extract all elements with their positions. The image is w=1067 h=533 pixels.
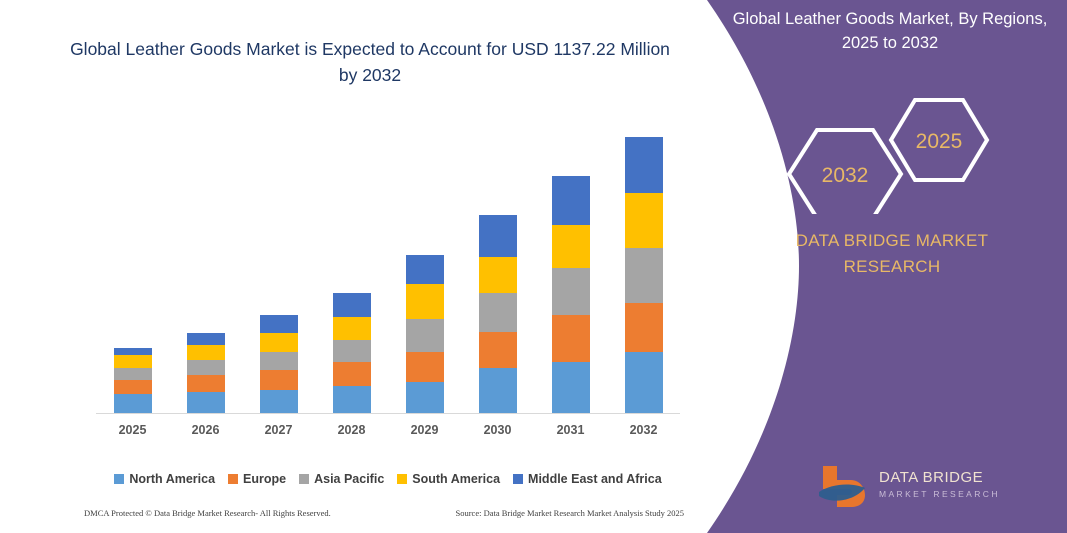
bar-segment [551, 314, 590, 363]
bar-segment [624, 352, 663, 413]
brand-name: DATA BRIDGE MARKET RESEARCH [737, 228, 1047, 279]
bar-segment [332, 293, 371, 318]
logo-subtitle: MARKET RESEARCH [879, 489, 1000, 499]
right-brand-panel: Global Leather Goods Market, By Regions,… [707, 0, 1067, 533]
legend-item[interactable]: North America [114, 472, 215, 486]
panel-background-shape [707, 0, 1067, 533]
bar-segment [113, 348, 152, 356]
bar-segment [405, 351, 444, 382]
bar-segment [478, 215, 517, 258]
legend-item[interactable]: Middle East and Africa [513, 472, 662, 486]
bar-column-2027 [259, 315, 298, 413]
hexagon-2025-shape [888, 98, 990, 182]
panel-title: Global Leather Goods Market, By Regions,… [732, 10, 1048, 52]
chart-legend: North America Europe Asia Pacific South Ame… [96, 472, 680, 486]
logo-title: DATA BRIDGE [879, 469, 983, 486]
x-axis-label-2032: 2032 [629, 423, 658, 437]
bar-segment [113, 380, 152, 395]
bar-segment [624, 193, 663, 249]
x-axis-label-2028: 2028 [337, 423, 366, 437]
x-axis-label-2031: 2031 [556, 423, 585, 437]
bar-segment [186, 345, 225, 361]
bar-segment [478, 257, 517, 294]
bar-segment [113, 394, 152, 413]
x-axis-label-2026: 2026 [191, 423, 220, 437]
legend-item[interactable]: Asia Pacific [299, 472, 384, 486]
bar-segment [259, 315, 298, 334]
legend-label: Middle East and Africa [528, 472, 662, 486]
bar-segment [186, 360, 225, 376]
bar-column-2030 [478, 215, 517, 413]
x-axis-label-2030: 2030 [483, 423, 512, 437]
dbmr-logo: DATA BRIDGE MARKET RESEARCH [817, 462, 1017, 508]
stacked-bar-chart [96, 120, 680, 413]
bar-segment [259, 352, 298, 371]
legend-item[interactable]: Europe [228, 472, 286, 486]
bar-segment [186, 375, 225, 393]
legend-swatch-icon [228, 474, 239, 484]
logo-mark-icon [819, 466, 865, 507]
bar-segment [332, 317, 371, 341]
bar-segment [478, 368, 517, 413]
bar-segment [624, 248, 663, 304]
legend-item[interactable]: South America [397, 472, 500, 486]
legend-swatch-icon [114, 474, 125, 484]
bar-segment [259, 333, 298, 353]
bar-segment [186, 333, 225, 346]
bar-segment [624, 303, 663, 353]
x-axis-label-2025: 2025 [118, 423, 147, 437]
legend-label: Asia Pacific [314, 472, 385, 486]
bar-column-2032 [624, 137, 663, 413]
bar-segment [405, 381, 444, 413]
hexagon-group: 2025 2032 [767, 92, 1017, 220]
bar-segment [478, 293, 517, 333]
bar-segment [332, 340, 371, 363]
bar-segment [551, 175, 590, 225]
x-axis-label-2029: 2029 [410, 423, 439, 437]
bar-segment [551, 362, 590, 413]
legend-swatch-icon [299, 474, 310, 484]
bar-segment [405, 255, 444, 284]
bar-segment [551, 224, 590, 268]
bar-segment [405, 318, 444, 352]
bar-column-2026 [186, 333, 225, 413]
bar-column-2031 [551, 175, 590, 413]
bar-column-2025 [113, 348, 152, 413]
bar-segment [259, 389, 298, 413]
x-axis-line [96, 413, 680, 414]
footer-source: Source: Data Bridge Market Research Mark… [455, 508, 684, 518]
hexagon-2025-label: 2025 [916, 130, 963, 153]
bar-segment [113, 355, 152, 369]
bar-column-2028 [332, 293, 371, 413]
legend-label: North America [129, 472, 216, 486]
legend-label: South America [412, 472, 501, 486]
legend-label: Europe [243, 472, 287, 486]
brand-name-line1: DATA BRIDGE MARKET [795, 231, 989, 250]
bar-segment [113, 368, 152, 381]
bar-segment [405, 283, 444, 319]
bar-segment [478, 332, 517, 369]
x-axis-labels: 2025 2026 2027 2028 2029 2030 2031 2032 [96, 423, 680, 437]
chart-title: Global Leather Goods Market is Expected … [70, 39, 670, 86]
bar-segment [332, 362, 371, 387]
legend-swatch-icon [397, 474, 408, 484]
bar-segment [332, 386, 371, 413]
bar-segment [259, 370, 298, 390]
legend-swatch-icon [513, 474, 524, 484]
x-axis-label-2027: 2027 [264, 423, 293, 437]
bar-segment [186, 392, 225, 413]
bar-column-2029 [405, 255, 444, 413]
bar-segment [551, 267, 590, 315]
footer-copyright: DMCA Protected © Data Bridge Market Rese… [84, 508, 331, 518]
bar-segment [624, 137, 663, 194]
footer: DMCA Protected © Data Bridge Market Rese… [84, 508, 684, 518]
brand-name-line2: RESEARCH [843, 256, 941, 276]
hexagon-2032-label: 2032 [822, 164, 869, 187]
